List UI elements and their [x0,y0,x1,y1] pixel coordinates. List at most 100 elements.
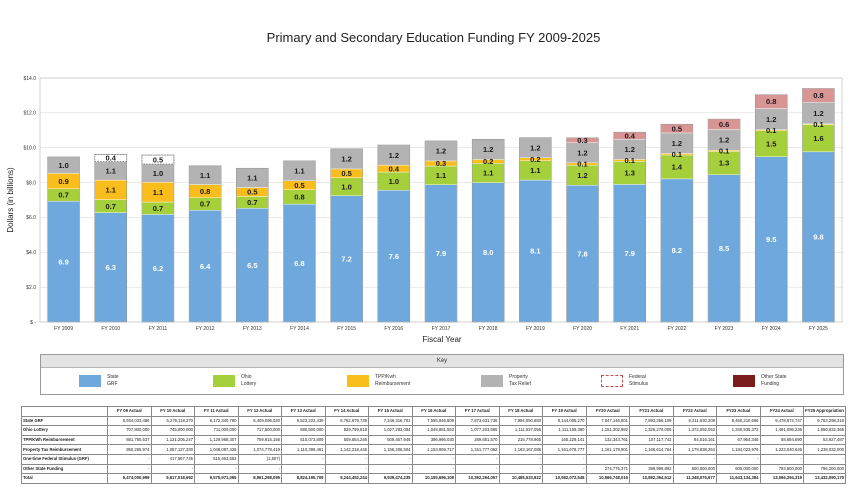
table-total-cell: 10,392,294,057 [455,473,500,484]
table-cell: - [542,453,587,465]
bar-data-label: 1.0 [389,177,399,186]
table-row-label: Property Tax Reimbursement [21,444,108,455]
bar-data-label: 1.2 [436,147,446,156]
bar-outline [47,156,80,323]
table-cell: 7,893,356,109 [629,415,674,427]
y-tick-label: $4.0 [26,250,36,256]
table-total-cell: 13,432,090,170 [803,473,846,484]
table-total-cell: 8,961,288,095 [237,473,282,484]
table-cell: - [629,453,674,465]
table-total-cell: 13,066,294,319 [759,473,804,484]
key-label-ohio-lottery: Ohio Lottery [241,374,257,387]
bar-data-label: 0.8 [294,193,304,202]
table-cell: 6,276,118,370 [150,415,195,427]
table-cell: 1,238,032,000 [803,444,846,455]
bar-segment [802,151,835,323]
bar-data-label: 0.5 [294,181,304,190]
table-cell: 1,027,283,084 [368,425,413,436]
table-cell: 1,163,167,088 [498,444,543,455]
table-header-cell: FY24 Actual [759,406,804,417]
x-tick-label: FY 2016 [384,326,403,332]
key-swatch-property-tax [481,375,503,387]
bar-data-label: 1.3 [719,159,729,168]
table-header-cell: FY 18 Actual [498,406,543,417]
bar-segment [802,124,835,153]
bar-data-label: 1.1 [106,186,116,195]
table-total-cell: 10,155,696,109 [411,473,456,484]
table-cell: - [411,453,456,465]
bar-data-label: 8.2 [672,246,682,255]
bar-data-label: 1.2 [483,145,493,154]
bar-data-label: 8.0 [483,248,493,257]
table-body: State GRF 6,934,033,486 6,276,118,370 6,172… [21,415,846,484]
bar-outline [188,165,222,323]
table-header-cell: FY 16 Actual [411,406,456,417]
table-cell: 9,478,672,747 [759,415,804,427]
table-cell: - [237,463,282,475]
table-cell: 796,200,000 [803,463,846,475]
table-cell: 132,343,761 [585,434,630,446]
x-axis-label: Fiscal Year [422,335,461,344]
bar-data-label: 8.1 [530,247,540,256]
bar-data-label: 0.3 [577,136,587,145]
bar-data-label: 6.3 [106,263,116,272]
bar-data-label: 0.1 [624,156,634,165]
table-total-cell: 9,617,018,692 [150,473,195,484]
table-cell: 7,873,631,736 [455,415,500,427]
table-cell: 6,523,222,439 [281,415,326,427]
x-tick-label: FY 2021 [620,326,639,332]
table-cell: 216,778,965 [498,434,543,446]
table-cell: 399,999,892 [629,463,674,475]
legend-key: Key State GRF Ohio Lottery TPP/Kwh Reimb… [40,354,844,395]
table-row: State GRF 6,934,033,486 6,276,118,370 6,172… [21,415,846,427]
table-total-cell: 10,566,748,016 [585,473,630,484]
bar-outline [377,144,411,323]
table-cell: 1,077,203,685 [455,425,500,436]
bar-data-label: 0.8 [200,187,210,196]
table-cell: 680,500,000 [281,425,326,436]
table-cell: 1,153,869,717 [411,444,456,455]
bar-data-label: 0.2 [530,155,540,164]
table-cell: 84,516,161 [672,434,717,446]
table-header-cell: FY23 Actual [716,406,761,417]
bar-data-label: 0.9 [58,177,68,186]
table-cell: 1,110,399,461 [281,444,326,455]
bar-data-label: 0.2 [483,157,493,166]
x-tick-label: FY 2010 [101,326,120,332]
funding-table-wrap: FY 09 Actual FY 10 Actual FY 11 Actual FY 1… [21,406,846,484]
table-total-cell: 9,244,452,244 [324,473,369,484]
table-cell: - [716,453,761,465]
table-row: TPP/KWh Reimbursement 881,780,537 1,121,20… [21,434,846,446]
y-axis-label: Dollars (in billions) [6,167,15,233]
x-tick-label: FY 2025 [809,326,828,332]
key-label-federal-stimulus: Federal Stimulus [629,374,649,387]
bar-segment [471,182,505,323]
table-cell: 509,654,246 [324,434,369,446]
table-cell: 8,144,005,270 [542,415,587,427]
bar-outline [613,131,646,323]
key-label-other-state: Other State Funding [761,374,787,387]
table-header-cell: FY 17 Actual [455,406,500,417]
y-tick-label: $ - [30,320,36,326]
table-cell: 793,800,000 [759,463,804,475]
key-label-state-grf: State GRF [107,374,119,387]
bar-outline [566,137,599,323]
bar-segment [755,130,788,157]
bar-data-label: 1.1 [294,167,304,176]
bar-data-label: 0.4 [389,164,400,173]
bar-data-label: 0.7 [247,198,257,207]
bar-segment [47,200,80,323]
table-cell: 417,567,745 [150,453,195,465]
key-title: Key [41,355,843,368]
bar-segment [377,190,411,323]
table-cell: 1,048,881,553 [411,425,456,436]
key-label-property-tax: Property Tax Relief [509,374,531,387]
axis-ticks: $ - $2.0 $4.0 $6.0 $8.0 $10.0 $12.0 $14.0 FY 200… [23,76,828,332]
bar-data-label: 0.1 [766,126,776,135]
table-header-row: FY 09 Actual FY 10 Actual FY 11 Actual FY 1… [21,406,846,417]
table-cell: 165,229,141 [542,434,587,446]
table-row-label: State GRF [21,415,108,427]
table-cell: 1,121,205,247 [150,434,195,446]
bar-outline [424,140,458,323]
x-tick-label: FY 2022 [667,326,686,332]
